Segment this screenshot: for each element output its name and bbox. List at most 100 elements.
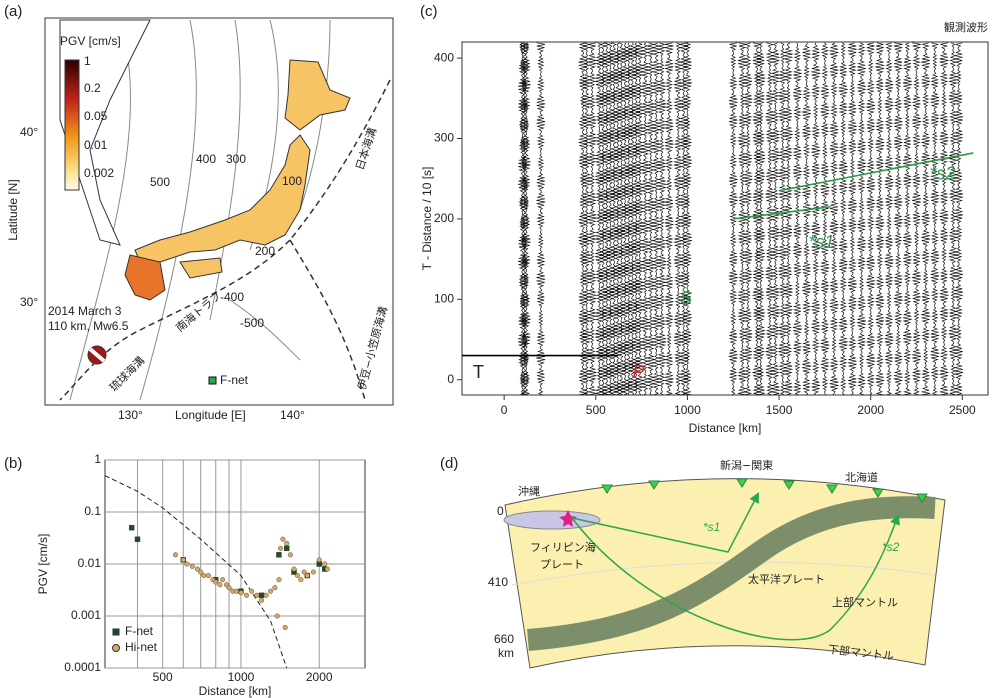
phase-label: *s1: [808, 232, 834, 252]
x-tick-label: 1000: [228, 670, 255, 684]
trace: [620, 42, 630, 396]
point: [217, 582, 223, 588]
trace: [820, 42, 830, 395]
point: [226, 585, 232, 591]
point: [189, 563, 195, 569]
colorbar-tick: 0.01: [84, 138, 108, 152]
point: [180, 557, 186, 563]
trace: [893, 42, 903, 396]
trace: [631, 42, 641, 396]
point: [316, 557, 322, 563]
point: [276, 577, 282, 583]
colorbar-title: PGV [cm/s]: [60, 34, 121, 48]
point: [259, 597, 265, 603]
trace: [602, 42, 612, 396]
point: [201, 573, 207, 579]
mantle-label: 上部マントル: [832, 595, 898, 609]
trace: [609, 42, 619, 396]
x-label: Distance [km]: [689, 421, 762, 435]
trace: [948, 42, 958, 396]
trace: [673, 42, 683, 396]
phase-label: *s2: [882, 540, 900, 554]
legend-label: F-net: [125, 624, 154, 638]
contour-label: 200: [255, 244, 275, 258]
trace: [765, 42, 775, 396]
contour: [209, 19, 241, 321]
trace: [911, 42, 922, 396]
phase-label: P: [632, 362, 644, 382]
phase-label: T: [473, 362, 484, 382]
mantle-label: 下部マントル: [827, 642, 894, 663]
phase-line: [733, 206, 831, 220]
legend-marker: [112, 644, 120, 652]
chart-title: 観測波形: [944, 20, 988, 34]
lon-tick: 130°: [118, 408, 143, 422]
depth-label: km: [498, 646, 514, 660]
point: [276, 552, 282, 558]
ray: [571, 492, 759, 553]
trace: [743, 42, 753, 396]
x-tick-label: 1000: [674, 403, 701, 417]
point: [233, 588, 239, 594]
colorbar-tick: 0.2: [84, 81, 101, 95]
station: [916, 493, 928, 503]
y-tick-label: 1: [94, 452, 101, 466]
contour-label: 500: [150, 175, 170, 189]
trace: [682, 42, 692, 396]
x-label: Distance [km]: [199, 684, 272, 698]
colorbar-tick: 0.002: [84, 166, 114, 180]
colorbar: [64, 59, 80, 191]
trace: [829, 42, 839, 396]
point: [172, 552, 178, 558]
point: [282, 625, 288, 631]
panel-label: (c): [420, 3, 438, 20]
station: [648, 480, 660, 490]
trace: [930, 42, 940, 396]
y-tick-label: 200: [434, 211, 454, 225]
contour-label: 300: [226, 152, 246, 166]
trace: [664, 42, 674, 396]
trace: [756, 42, 766, 396]
y-label: T - Distance / 10 [s]: [420, 167, 434, 271]
legend-marker: [112, 628, 120, 636]
trace: [582, 42, 592, 396]
point: [243, 592, 249, 598]
x-tick-label: 500: [586, 403, 606, 417]
trace: [627, 42, 637, 396]
trenches: [59, 79, 391, 401]
depth-label: 660: [494, 632, 514, 646]
trace: [884, 42, 894, 396]
station: [783, 480, 795, 490]
focal-mechanism: [88, 347, 106, 363]
trace: [651, 42, 661, 396]
trace: [954, 42, 964, 396]
station: [736, 478, 748, 488]
trace: [613, 42, 623, 396]
y-tick-label: 0: [447, 372, 454, 386]
trace: [737, 42, 747, 396]
station: [601, 484, 613, 494]
philippine-plate: [503, 510, 601, 530]
y-tick-label: 0.001: [71, 608, 101, 622]
point: [280, 536, 286, 542]
depth-label: 410: [488, 575, 508, 589]
point: [220, 577, 226, 583]
y-tick-label: 0.1: [84, 504, 101, 518]
point: [304, 573, 310, 579]
point: [278, 545, 284, 551]
point: [128, 524, 135, 531]
trace: [517, 42, 528, 396]
lon-tick: 140°: [280, 408, 305, 422]
trace: [657, 42, 667, 396]
station: [826, 484, 838, 494]
point: [134, 536, 141, 542]
point: [284, 540, 290, 546]
trace: [792, 42, 802, 396]
point: [249, 588, 255, 594]
point: [284, 545, 290, 552]
y-tick-label: 300: [434, 131, 454, 145]
trace: [866, 42, 876, 396]
trace: [679, 42, 689, 396]
trace: [605, 42, 615, 396]
point: [291, 566, 297, 572]
